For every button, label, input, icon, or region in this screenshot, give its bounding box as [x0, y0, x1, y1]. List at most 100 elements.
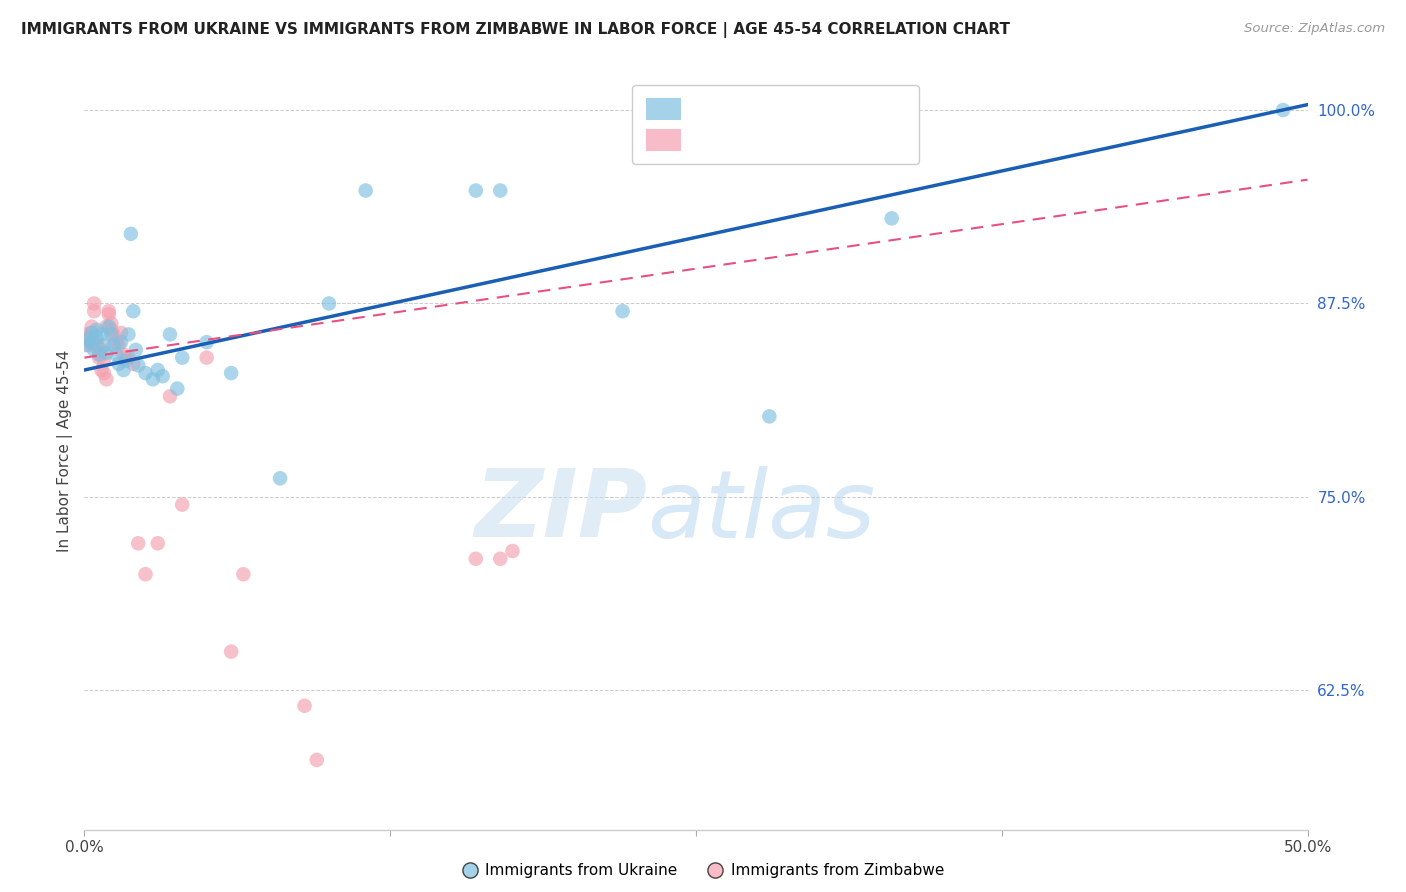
Point	[195, 351, 218, 365]
Point	[76, 338, 98, 352]
Point	[107, 338, 129, 352]
Point	[105, 347, 128, 361]
Point	[502, 544, 524, 558]
Text: Source: ZipAtlas.com: Source: ZipAtlas.com	[1244, 22, 1385, 36]
Point	[87, 346, 110, 360]
Point	[93, 338, 115, 352]
Text: atlas: atlas	[647, 466, 876, 557]
Point	[96, 319, 118, 334]
Legend:                                   ,                                   : ,	[633, 85, 918, 164]
Point	[80, 326, 103, 340]
Point	[219, 645, 242, 659]
Y-axis label: In Labor Force | Age 45-54: In Labor Force | Age 45-54	[58, 350, 73, 551]
Point	[127, 536, 149, 550]
Point	[86, 338, 108, 352]
Point	[115, 353, 138, 368]
Point	[87, 347, 110, 361]
Point	[97, 304, 120, 318]
Point	[117, 351, 139, 365]
Point	[76, 332, 98, 346]
Point	[105, 335, 128, 350]
Point	[232, 567, 254, 582]
Point	[269, 471, 291, 485]
Text: 43: 43	[766, 132, 793, 151]
Point	[80, 319, 103, 334]
Point	[159, 327, 181, 342]
Text: N =: N =	[725, 132, 782, 151]
Point	[294, 698, 316, 713]
Point	[97, 319, 120, 334]
Point	[125, 343, 148, 357]
Point	[122, 304, 145, 318]
Point	[464, 551, 486, 566]
Point	[612, 304, 634, 318]
Point	[112, 347, 135, 361]
Point	[100, 327, 122, 342]
Point	[97, 307, 120, 321]
Point	[86, 335, 108, 350]
Point	[93, 353, 115, 368]
Point	[77, 338, 100, 352]
Point	[80, 326, 103, 340]
Text: ZIP: ZIP	[474, 465, 647, 558]
Point	[83, 304, 105, 318]
Point	[76, 327, 98, 342]
Point	[90, 343, 112, 357]
Point	[135, 567, 157, 582]
Point	[96, 346, 118, 360]
Point	[110, 335, 132, 350]
Point	[152, 369, 174, 384]
Point	[90, 363, 112, 377]
Point	[146, 363, 169, 377]
Point	[86, 323, 108, 337]
Point	[93, 366, 115, 380]
Point	[103, 338, 125, 352]
Point	[115, 351, 138, 365]
Point	[96, 372, 118, 386]
Point	[127, 359, 149, 373]
Legend: Immigrants from Ukraine, Immigrants from Zimbabwe: Immigrants from Ukraine, Immigrants from…	[456, 857, 950, 884]
Point	[880, 211, 903, 226]
Point	[354, 184, 377, 198]
Text: IMMIGRANTS FROM UKRAINE VS IMMIGRANTS FROM ZIMBABWE IN LABOR FORCE | AGE 45-54 C: IMMIGRANTS FROM UKRAINE VS IMMIGRANTS FR…	[21, 22, 1010, 38]
Point	[195, 335, 218, 350]
Point	[100, 317, 122, 331]
Point	[80, 335, 103, 350]
Point	[103, 327, 125, 342]
Point	[219, 366, 242, 380]
Point	[318, 296, 340, 310]
Point	[159, 389, 181, 403]
Point	[77, 332, 100, 346]
Point	[117, 327, 139, 342]
Text: 42: 42	[766, 98, 793, 117]
Point	[172, 498, 194, 512]
Point	[146, 536, 169, 550]
Point	[87, 351, 110, 365]
Point	[86, 330, 108, 344]
Point	[90, 327, 112, 342]
Point	[120, 227, 142, 241]
Point	[77, 335, 100, 350]
Point	[166, 382, 188, 396]
Text: 0.383: 0.383	[666, 98, 728, 117]
Point	[464, 184, 486, 198]
Point	[142, 372, 165, 386]
Text: N =: N =	[725, 98, 782, 117]
Point	[107, 357, 129, 371]
Text: R =: R =	[633, 132, 675, 151]
Point	[1272, 103, 1295, 117]
Point	[83, 296, 105, 310]
Point	[758, 409, 780, 424]
Point	[489, 551, 512, 566]
Point	[135, 366, 157, 380]
Point	[305, 753, 328, 767]
Point	[100, 323, 122, 337]
Point	[122, 357, 145, 371]
Point	[110, 326, 132, 340]
Point	[172, 351, 194, 365]
Point	[489, 184, 512, 198]
Point	[83, 343, 105, 357]
Text: 0.105: 0.105	[666, 132, 728, 151]
Point	[112, 363, 135, 377]
Text: R =: R =	[633, 98, 675, 117]
